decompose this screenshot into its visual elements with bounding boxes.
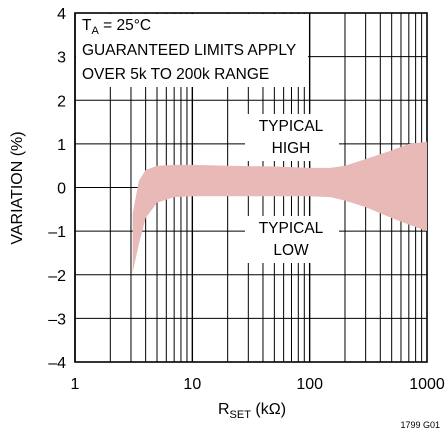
note-background <box>76 14 308 87</box>
y-tick-label: 3 <box>57 50 66 67</box>
range-note: OVER 5k TO 200k RANGE <box>82 66 269 83</box>
figure-id: 1799 G01 <box>400 420 440 430</box>
y-tick-label: –1 <box>48 224 66 241</box>
x-tick-label: 1000 <box>409 376 445 393</box>
typical-low-background <box>245 216 339 263</box>
typical-high-background <box>245 114 339 161</box>
guaranteed-limits-note: GUARANTEED LIMITS APPLY <box>82 42 296 59</box>
typical-high-label-line1: TYPICAL <box>259 118 324 135</box>
x-tick-label: 100 <box>296 376 323 393</box>
y-tick-label: 0 <box>57 181 66 198</box>
x-tick-label: 10 <box>183 376 201 393</box>
x-tick-label: 1 <box>71 376 80 393</box>
y-tick-label: –2 <box>48 268 66 285</box>
y-tick-label: –4 <box>48 355 66 372</box>
x-axis-title: RSET (kΩ) <box>218 401 286 421</box>
temperature-note: TA = 25°C <box>82 17 151 37</box>
annotation-backgrounds <box>76 14 339 263</box>
y-tick-label: 1 <box>57 137 66 154</box>
y-tick-label: 2 <box>57 93 66 110</box>
y-tick-label: 4 <box>57 6 66 23</box>
y-tick-label: –3 <box>48 311 66 328</box>
typical-low-label-line1: TYPICAL <box>259 220 324 237</box>
typical-variation-band <box>132 141 427 273</box>
y-axis-title: VARIATION (%) <box>9 131 26 244</box>
typical-high-label-line2: HIGH <box>272 140 311 157</box>
typical-low-label-line2: LOW <box>273 242 309 259</box>
